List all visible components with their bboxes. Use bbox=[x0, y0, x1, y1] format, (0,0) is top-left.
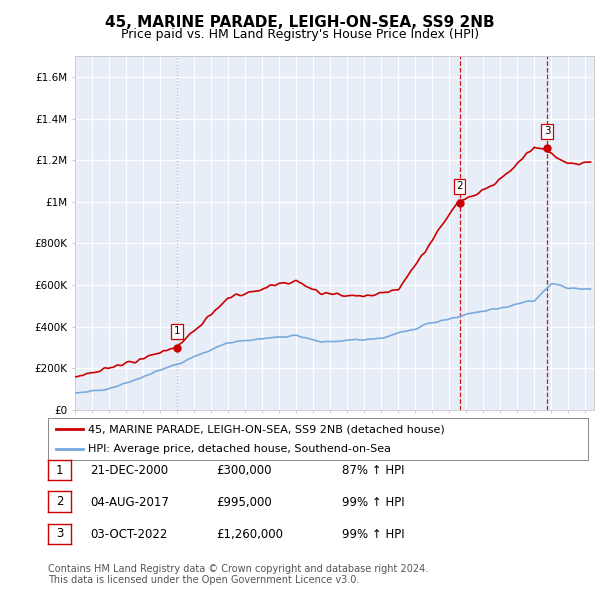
Text: £1,260,000: £1,260,000 bbox=[216, 528, 283, 541]
Text: 45, MARINE PARADE, LEIGH-ON-SEA, SS9 2NB (detached house): 45, MARINE PARADE, LEIGH-ON-SEA, SS9 2NB… bbox=[89, 424, 445, 434]
Text: 21-DEC-2000: 21-DEC-2000 bbox=[90, 464, 168, 477]
Text: 3: 3 bbox=[544, 126, 551, 136]
Text: 04-AUG-2017: 04-AUG-2017 bbox=[90, 496, 169, 509]
Text: Price paid vs. HM Land Registry's House Price Index (HPI): Price paid vs. HM Land Registry's House … bbox=[121, 28, 479, 41]
Text: 99% ↑ HPI: 99% ↑ HPI bbox=[342, 528, 404, 541]
Text: 45, MARINE PARADE, LEIGH-ON-SEA, SS9 2NB: 45, MARINE PARADE, LEIGH-ON-SEA, SS9 2NB bbox=[105, 15, 495, 30]
Text: 03-OCT-2022: 03-OCT-2022 bbox=[90, 528, 167, 541]
Text: Contains HM Land Registry data © Crown copyright and database right 2024.
This d: Contains HM Land Registry data © Crown c… bbox=[48, 563, 428, 585]
Text: 1: 1 bbox=[174, 326, 181, 336]
Text: 1: 1 bbox=[56, 464, 63, 477]
Text: £995,000: £995,000 bbox=[216, 496, 272, 509]
Text: 3: 3 bbox=[56, 527, 63, 540]
Text: 2: 2 bbox=[456, 181, 463, 191]
Text: HPI: Average price, detached house, Southend-on-Sea: HPI: Average price, detached house, Sout… bbox=[89, 444, 392, 454]
Text: 87% ↑ HPI: 87% ↑ HPI bbox=[342, 464, 404, 477]
Text: 2: 2 bbox=[56, 495, 63, 508]
Text: £300,000: £300,000 bbox=[216, 464, 271, 477]
Text: 99% ↑ HPI: 99% ↑ HPI bbox=[342, 496, 404, 509]
